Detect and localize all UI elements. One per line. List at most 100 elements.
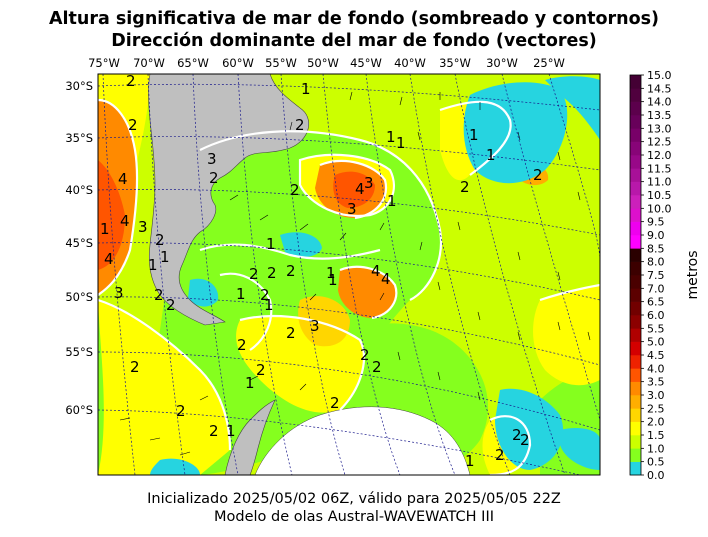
contour-label: 1 xyxy=(326,264,336,282)
yellow-region xyxy=(533,285,600,386)
lon-label: 65°W xyxy=(177,56,209,70)
contour-label: 1 xyxy=(100,220,110,238)
lat-label: 45°S xyxy=(65,236,93,250)
contour-label: 2 xyxy=(260,286,270,304)
colorbar-tick-label: 10.5 xyxy=(647,189,672,202)
colorbar-tick-label: 8.5 xyxy=(647,242,665,255)
contour-label: 2 xyxy=(237,336,247,354)
colorbar-swatch xyxy=(630,181,641,196)
lon-label: 40°W xyxy=(394,56,426,70)
colorbar-tick-label: 2.0 xyxy=(647,416,665,429)
contour-label: 1 xyxy=(245,374,255,392)
colorbar-tick-label: 12.5 xyxy=(647,136,672,149)
contour-label: 2 xyxy=(360,346,370,364)
contour-label: 2 xyxy=(295,116,305,134)
colorbar-tick-label: 11.0 xyxy=(647,176,672,189)
colorbar-swatch xyxy=(630,288,641,302)
green-region xyxy=(154,131,441,475)
colorbar-tick-label: 3.5 xyxy=(647,376,665,389)
contour-label: 4 xyxy=(120,212,130,230)
contour-label: 1 xyxy=(301,80,311,98)
contour-lines xyxy=(98,98,600,475)
colorbar-swatch xyxy=(630,448,641,462)
colorbar-swatch xyxy=(630,355,641,369)
colorbar-tick-label: 5.0 xyxy=(647,336,665,349)
contour-label: 1 xyxy=(328,271,338,289)
contour-label: 2 xyxy=(155,231,165,249)
colorbar-swatch xyxy=(630,235,641,249)
colorbar-swatch xyxy=(630,395,641,409)
contour-label: 3 xyxy=(207,150,217,168)
footer-init-valid: Inicializado 2025/05/02 06Z, válido para… xyxy=(147,491,561,507)
colorbar-swatch xyxy=(630,115,641,129)
colorbar-tick-label: 13.5 xyxy=(647,109,672,122)
colorbar-tick-label: 0.0 xyxy=(647,469,665,482)
contour-label: 2 xyxy=(460,178,470,196)
latitude-labels: 30°S 35°S 40°S 45°S 50°S 55°S 60°S xyxy=(65,79,93,417)
contour-label: 2 xyxy=(154,286,164,304)
orange-region xyxy=(338,266,397,318)
colorbar-swatch xyxy=(630,275,641,289)
contour-label: 1 xyxy=(160,248,170,266)
lat-label: 35°S xyxy=(65,131,93,145)
colorbar-tick-label: 14.5 xyxy=(647,82,672,95)
colorbar-swatch xyxy=(630,301,641,316)
contour-label: 1 xyxy=(236,285,246,303)
colorbar-tick-label: 13.0 xyxy=(647,122,672,135)
colorbar-swatch xyxy=(630,435,641,449)
colorbar-swatch xyxy=(630,368,641,382)
colorbar-swatch xyxy=(630,101,641,116)
lon-label: 60°W xyxy=(222,56,254,70)
lat-label: 40°S xyxy=(65,183,93,197)
contour-label: 1 xyxy=(486,146,496,164)
colorbar-tick-label: 4.0 xyxy=(647,362,665,375)
contour-label: 4 xyxy=(104,250,114,268)
contour-label: 2 xyxy=(209,169,219,187)
colorbar-tick-label: 1.0 xyxy=(647,442,665,455)
colorbar-swatch xyxy=(630,341,641,356)
colorbar-tick-label: 10.0 xyxy=(647,202,672,215)
colorbar-ticks: 0.00.51.01.52.02.53.03.54.04.55.05.56.06… xyxy=(641,69,672,482)
lon-label: 70°W xyxy=(133,56,165,70)
contour-label: 2 xyxy=(533,166,543,184)
colorbar-swatch xyxy=(630,315,641,329)
contour-label: 1 xyxy=(469,126,479,144)
contour-label: 2 xyxy=(249,265,259,283)
contour-label: 4 xyxy=(355,180,365,198)
direction-vectors xyxy=(119,91,591,456)
colorbar-swatch xyxy=(630,421,641,436)
map-frame xyxy=(97,73,601,476)
colorbar-swatch xyxy=(630,155,641,169)
contour-label: 1 xyxy=(148,256,158,274)
contour-label: 2 xyxy=(495,446,505,464)
cyan-region xyxy=(280,232,322,257)
colorbar-tick-label: 3.0 xyxy=(647,389,665,402)
lat-label: 50°S xyxy=(65,290,93,304)
contour-label: 4 xyxy=(371,262,381,280)
contour-label: 2 xyxy=(512,426,522,444)
lon-label: 55°W xyxy=(265,56,297,70)
contour-label: 3 xyxy=(310,317,320,335)
contour-label: 2 xyxy=(209,422,219,440)
colorbar-swatch xyxy=(630,141,641,156)
contour-label: 3 xyxy=(347,200,357,218)
colorbar-tick-label: 4.5 xyxy=(647,349,665,362)
colorbar-swatch xyxy=(630,248,641,262)
contour-label: 2 xyxy=(267,264,277,282)
contour-label: 2 xyxy=(330,394,340,412)
colorbar-tick-label: 15.0 xyxy=(647,69,672,82)
colorbar-swatch xyxy=(630,195,641,209)
cyan-region xyxy=(545,76,600,140)
contour-label: 2 xyxy=(286,324,296,342)
chart-title-line-2: Dirección dominante del mar de fondo (ve… xyxy=(111,31,597,51)
contour-label: 3 xyxy=(114,284,124,302)
contour-label: 3 xyxy=(138,218,148,236)
colorbar-tick-label: 1.5 xyxy=(647,429,665,442)
lon-label: 35°W xyxy=(439,56,471,70)
lon-label: 50°W xyxy=(307,56,339,70)
colorbar-unit-label: metros xyxy=(685,250,701,299)
contour-label: 2 xyxy=(130,358,140,376)
contour-label: 2 xyxy=(290,181,300,199)
map-field: 2 2 4 4 1 3 4 1 3 2 2 2 1 2 3 1 2 2 2 1 … xyxy=(98,74,600,475)
colorbar-swatch xyxy=(630,461,641,476)
